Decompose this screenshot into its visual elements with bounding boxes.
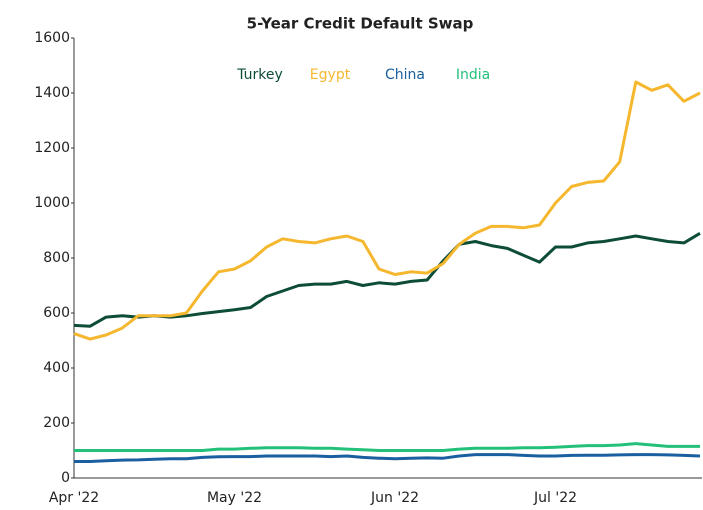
x-tick-label: Apr '22 — [49, 490, 99, 506]
y-tick-label: 200 — [43, 415, 70, 431]
y-tick-label: 400 — [43, 360, 70, 376]
y-tick-label: 1400 — [34, 85, 70, 101]
y-tick-label: 1600 — [34, 30, 70, 46]
legend-entry: India — [456, 67, 490, 83]
y-tick-label: 1200 — [34, 140, 70, 156]
chart-title: 5-Year Credit Default Swap — [247, 15, 474, 33]
series-line — [73, 232, 701, 328]
x-tick-label: May '22 — [207, 490, 262, 506]
x-tick-label: Jul '22 — [533, 490, 577, 506]
series-line — [73, 80, 701, 341]
y-tick-label: 0 — [61, 470, 70, 486]
y-tick-label: 800 — [43, 250, 70, 266]
series-line — [74, 453, 701, 463]
y-tick-label: 1000 — [34, 195, 70, 211]
legend-entry: China — [385, 67, 425, 83]
legend-entry: Egypt — [310, 67, 351, 83]
y-tick-label: 600 — [43, 305, 70, 321]
x-tick-label: Jun '22 — [370, 490, 419, 506]
legend-entry: Turkey — [236, 67, 283, 83]
series-line — [74, 442, 700, 452]
